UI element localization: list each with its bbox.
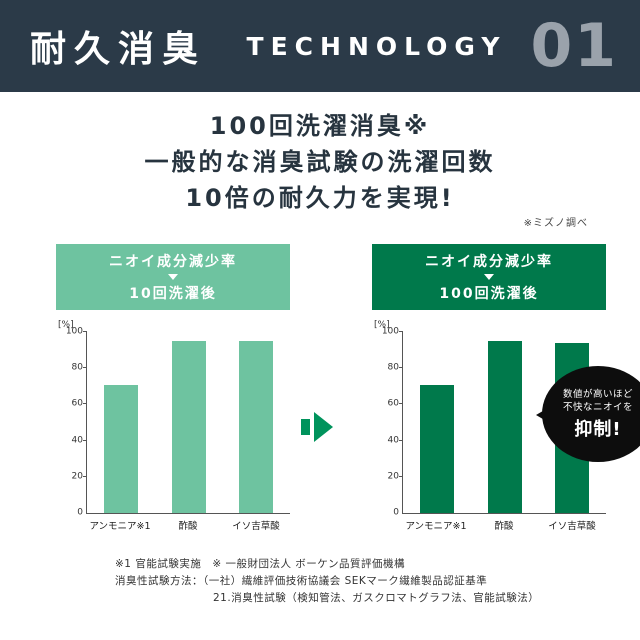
bar-酢酸 — [171, 341, 206, 513]
y-tick — [83, 367, 87, 369]
category-label: イソ吉草酸 — [548, 521, 596, 532]
y-tick-label: 0 — [393, 507, 399, 518]
headline-line1: 100回洗濯消臭※ — [209, 112, 431, 140]
chart-banner-title: ニオイ成分減少率 — [425, 254, 553, 270]
bar-column — [403, 332, 471, 513]
technology-label: TECHNOLOGY — [246, 31, 507, 61]
category-labels: アンモニア※1 酢酸 イソ吉草酸 — [402, 518, 606, 532]
y-tick-label: 0 — [77, 507, 83, 518]
y-axis-unit: [%] — [374, 320, 390, 330]
bars — [87, 332, 290, 513]
y-axis-unit: [%] — [58, 320, 74, 330]
category-label: アンモニア※1 — [89, 521, 151, 532]
bubble-line3: 抑制! — [574, 418, 622, 440]
chart-banner-subtitle: 10回洗濯後 — [129, 286, 217, 302]
chart-before: ニオイ成分減少率 10回洗濯後 [%] 0 20 40 60 80 100 アンモニア※1… — [56, 244, 290, 532]
down-triangle-icon — [168, 274, 178, 280]
y-tick — [399, 439, 403, 441]
bubble-line2: 不快なニオイを — [562, 401, 633, 413]
bar-column — [471, 332, 539, 513]
headline-line3: 10倍の耐久力を実現! — [185, 184, 455, 212]
category-label: 酢酸 — [494, 521, 514, 532]
footnote-line2: 消臭性試験方法：（一社）繊維評価技術協議会 SEKマーク繊維製品認証基準 — [115, 575, 488, 587]
survey-note: ※ミズノ調べ — [523, 218, 588, 229]
y-tick — [83, 331, 87, 332]
y-tick — [83, 439, 87, 441]
y-tick — [83, 475, 87, 477]
y-tick-label: 100 — [65, 326, 83, 337]
chart-banner: ニオイ成分減少率 100回洗濯後 — [372, 244, 606, 310]
bar-column — [222, 332, 290, 513]
y-tick — [399, 367, 403, 369]
y-tick-label: 20 — [387, 471, 399, 482]
bar-アンモニア※1 — [419, 384, 454, 513]
bar-column — [155, 332, 223, 513]
headline-line2: 一般的な消臭試験の洗濯回数 — [144, 148, 496, 176]
bar-酢酸 — [487, 341, 522, 513]
headline: 100回洗濯消臭※ 一般的な消臭試験の洗濯回数 10倍の耐久力を実現! — [0, 108, 640, 216]
y-tick-label: 40 — [71, 435, 83, 446]
category-labels: アンモニア※1 酢酸 イソ吉草酸 — [86, 518, 290, 532]
y-tick — [399, 403, 403, 405]
y-tick-label: 60 — [71, 398, 83, 409]
y-tick-label: 80 — [387, 362, 399, 373]
chart-banner: ニオイ成分減少率 10回洗濯後 — [56, 244, 290, 310]
bar-アンモニア※1 — [103, 384, 138, 513]
category-label: イソ吉草酸 — [232, 521, 280, 532]
speech-bubble: 数値が高いほど 不快なニオイを 抑制! — [542, 366, 640, 462]
page-title: 耐久消臭 — [30, 29, 207, 70]
y-tick — [83, 403, 87, 405]
technology-number: 01 — [530, 11, 618, 81]
bar-column — [87, 332, 155, 513]
footnotes: ※1 官能試験実施 ※ 一般財団法人 ボーケン品質評価機構 消臭性試験方法：（一… — [115, 556, 539, 607]
category-label: アンモニア※1 — [405, 521, 467, 532]
header-band: 耐久消臭 TECHNOLOGY 01 — [0, 0, 640, 92]
footnote-line1: ※1 官能試験実施 ※ 一般財団法人 ボーケン品質評価機構 — [115, 558, 405, 570]
chart-after: ニオイ成分減少率 100回洗濯後 [%] 0 20 40 60 80 100 アンモニア※… — [372, 244, 606, 532]
right-arrow-icon — [301, 412, 333, 442]
y-tick-label: 20 — [71, 471, 83, 482]
y-tick-label: 40 — [387, 435, 399, 446]
footnote-line3: 21.消臭性試験（検知管法、ガスクロマトグラフ法、官能試験法） — [213, 592, 540, 604]
bar-イソ吉草酸 — [239, 341, 274, 513]
y-tick-label: 80 — [71, 362, 83, 373]
down-triangle-icon — [484, 274, 494, 280]
chart-banner-subtitle: 100回洗濯後 — [439, 286, 539, 302]
plot-area: 0 20 40 60 80 100 — [66, 327, 290, 517]
y-tick-label: 60 — [387, 398, 399, 409]
y-tick — [399, 331, 403, 332]
bubble-line1: 数値が高いほど — [562, 388, 633, 400]
y-tick-label: 100 — [381, 326, 399, 337]
y-tick — [399, 475, 403, 477]
category-label: 酢酸 — [178, 521, 198, 532]
chart-banner-title: ニオイ成分減少率 — [109, 254, 237, 270]
